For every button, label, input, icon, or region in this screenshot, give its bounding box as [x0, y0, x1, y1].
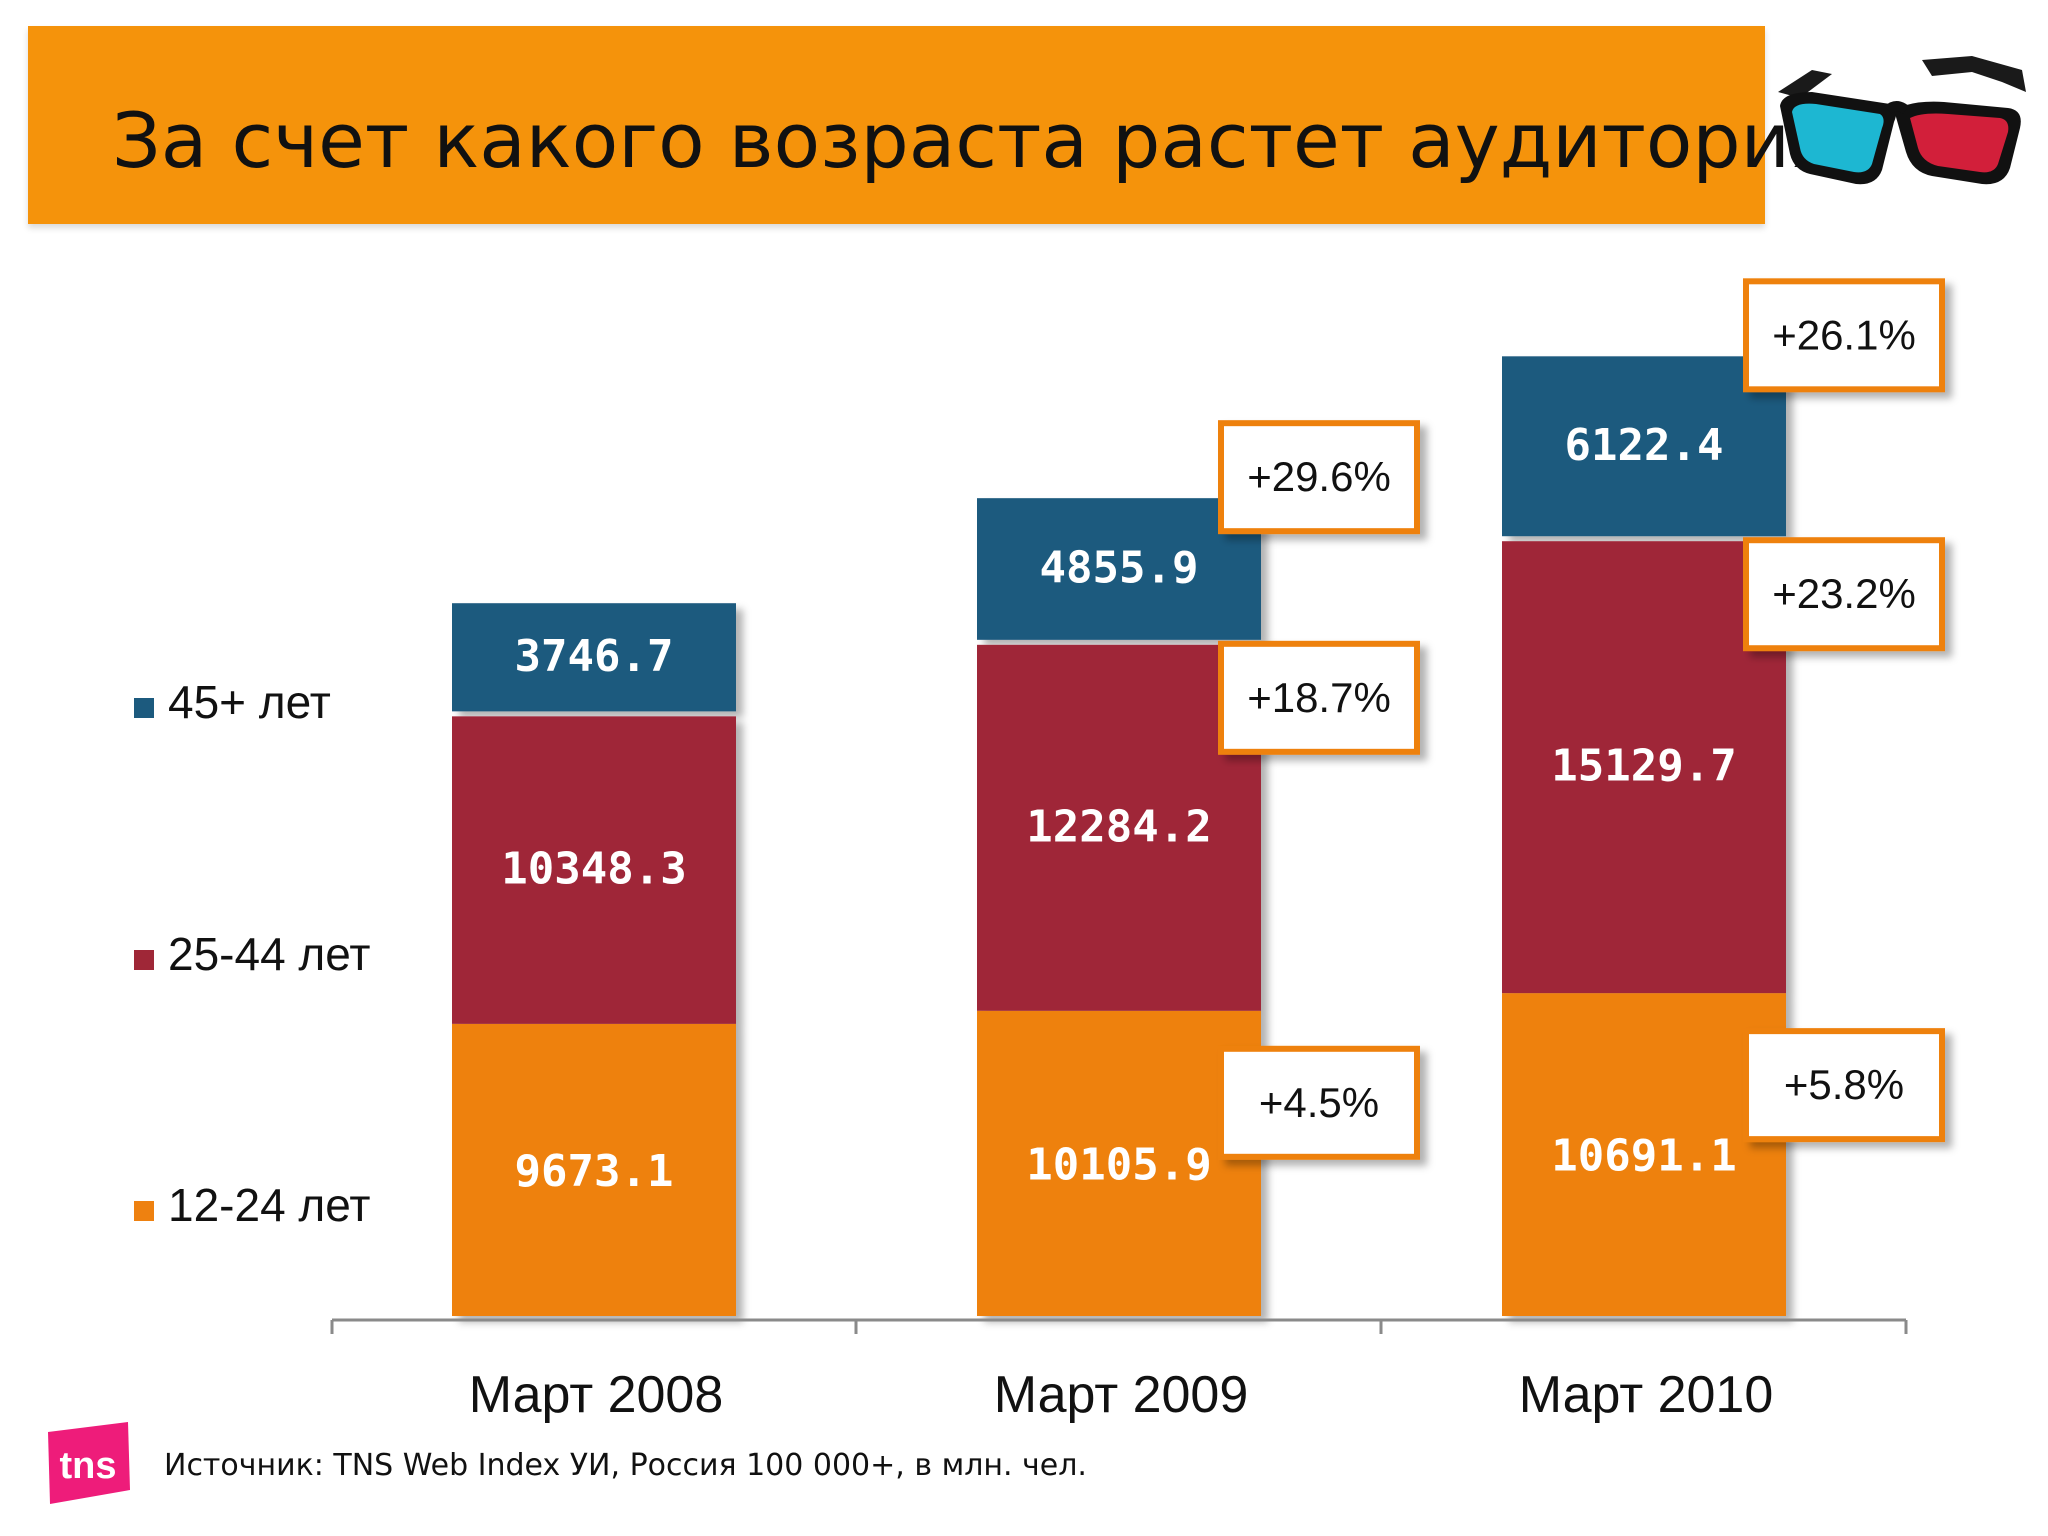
- data-label-12-24: 10105.9: [1026, 1139, 1211, 1190]
- data-label-45plus: 3746.7: [515, 631, 674, 682]
- legend-item-25-44: 25-44 лет: [134, 928, 370, 980]
- tns-logo: tns: [48, 1422, 130, 1504]
- legend: 45+ лет 25-44 лет 12-24 лет: [134, 676, 370, 1231]
- bar-segment-25-44: [452, 716, 736, 1024]
- data-label-25-44: 15129.7: [1551, 741, 1736, 792]
- growth-callouts-layer: +4.5% +18.7% +29.6% +5.8% +23.2% +26.1%: [1218, 278, 1945, 1160]
- data-label-45plus: 6122.4: [1565, 420, 1724, 471]
- growth-label: +29.6%: [1247, 453, 1391, 500]
- growth-callout-45plus: +29.6%: [1218, 420, 1420, 535]
- bar-stack-3: [1502, 356, 1786, 1316]
- bar-stack-2: [977, 498, 1261, 1316]
- legend-label: 45+ лет: [168, 676, 331, 728]
- page-title: За счет какого возраста растет аудитория: [112, 96, 1836, 185]
- growth-callout-25-44: +18.7%: [1218, 640, 1420, 755]
- data-label-12-24: 9673.1: [515, 1146, 674, 1197]
- x-tick-label: Март 2010: [1519, 1366, 1774, 1424]
- bar-segment-25-44: [1502, 541, 1786, 994]
- growth-callout-12-24: +4.5%: [1218, 1045, 1420, 1160]
- x-axis: Март 2008 Март 2009 Март 2010: [330, 1318, 1908, 1424]
- legend-label: 12-24 лет: [168, 1179, 370, 1231]
- data-label-45plus: 4855.9: [1040, 542, 1199, 593]
- growth-label: +5.8%: [1784, 1061, 1904, 1108]
- bars-layer: 9673.1 10348.3 3746.7 10105.9 12284.2 4855.9 1…: [452, 356, 1786, 1316]
- growth-callout-25-44: +23.2%: [1743, 537, 1945, 652]
- source-note: Источник: TNS Web Index УИ, Россия 100 0…: [164, 1448, 1087, 1483]
- data-label-25-44: 10348.3: [501, 844, 686, 895]
- bar-stack-1: [452, 603, 736, 1316]
- legend-swatch: [134, 698, 154, 718]
- 3d-glasses-icon: [1778, 56, 2026, 185]
- legend-item-45plus: 45+ лет: [134, 676, 331, 728]
- svg-text:tns: tns: [60, 1445, 117, 1487]
- data-label-25-44: 12284.2: [1026, 801, 1211, 852]
- bar-segment-12-24: [1502, 993, 1786, 1316]
- growth-label: +26.1%: [1772, 311, 1916, 358]
- bar-segment-12-24: [977, 1010, 1261, 1316]
- growth-label: +4.5%: [1259, 1079, 1379, 1126]
- legend-label: 25-44 лет: [168, 928, 370, 980]
- bar-segment-45plus: [452, 603, 736, 712]
- bar-segment-12-24: [452, 1023, 736, 1316]
- data-label-12-24: 10691.1: [1551, 1131, 1736, 1182]
- x-tick-label: Март 2009: [994, 1366, 1249, 1424]
- bar-segment-45plus: [977, 498, 1261, 640]
- growth-callout-45plus: +26.1%: [1743, 278, 1945, 393]
- legend-swatch: [134, 1201, 154, 1221]
- growth-callout-12-24: +5.8%: [1743, 1028, 1945, 1143]
- title-banner: За счет какого возраста растет аудитория: [28, 26, 1836, 224]
- legend-item-12-24: 12-24 лет: [134, 1179, 370, 1231]
- legend-swatch: [134, 950, 154, 970]
- growth-label: +18.7%: [1247, 674, 1391, 721]
- bar-segment-25-44: [977, 644, 1261, 1011]
- bar-segment-45plus: [1502, 356, 1786, 537]
- growth-label: +23.2%: [1772, 570, 1916, 617]
- x-tick-label: Март 2008: [469, 1366, 724, 1424]
